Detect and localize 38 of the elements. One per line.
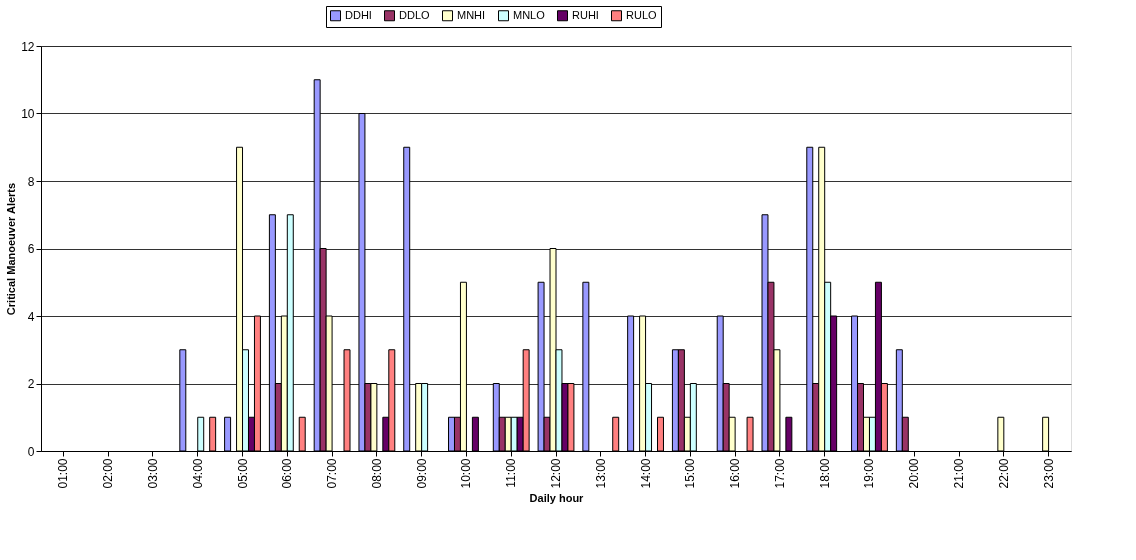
legend-label: MNLO	[513, 8, 546, 21]
x-tick-label: 04:00	[190, 458, 205, 489]
x-tick-label: 13:00	[593, 458, 608, 489]
x-axis-title: Daily hour	[529, 491, 585, 504]
y-tick-label: 2	[27, 377, 35, 391]
x-tick-label: 06:00	[280, 458, 295, 489]
y-tick-label: 4	[27, 309, 35, 324]
x-tick-label: 17:00	[772, 458, 787, 489]
x-tick-label: 11:00	[504, 458, 519, 488]
x-tick-label: 02:00	[101, 458, 116, 489]
x-tick-label: 07:00	[325, 458, 340, 489]
x-tick-label: 22:00	[996, 458, 1011, 489]
x-tick-label: 20:00	[907, 458, 922, 489]
x-tick-label: 16:00	[728, 458, 743, 489]
legend-label: MNHI	[457, 8, 486, 21]
y-tick-label: 0	[27, 444, 35, 459]
x-tick-label: 21:00	[952, 458, 967, 489]
x-tick-label: 05:00	[235, 458, 250, 489]
y-tick-label: 6	[27, 242, 35, 256]
y-tick-label: 8	[27, 174, 35, 189]
x-tick-label: 15:00	[683, 458, 698, 489]
x-tick-label: 18:00	[817, 458, 832, 489]
x-tick-label: 03:00	[145, 458, 160, 489]
x-tick-label: 14:00	[638, 458, 653, 489]
x-tick-label: 08:00	[369, 458, 384, 489]
x-tick-label: 01:00	[56, 458, 71, 489]
legend-label: DDHI	[345, 8, 372, 21]
x-tick-label: 19:00	[862, 458, 877, 489]
legend-label: DDLO	[399, 8, 431, 21]
x-tick-label: 10:00	[459, 458, 474, 489]
legend-label: RULO	[626, 8, 658, 21]
y-axis-title: Critical Manoeuver Alerts	[5, 182, 18, 316]
x-tick-label: 12:00	[549, 458, 563, 489]
x-tick-label: 09:00	[414, 458, 429, 489]
y-tick-label: 12	[21, 39, 35, 54]
x-tick-label: 23:00	[1041, 458, 1056, 489]
y-tick-label: 10	[21, 107, 35, 121]
legend-label: RUHI	[572, 8, 599, 21]
